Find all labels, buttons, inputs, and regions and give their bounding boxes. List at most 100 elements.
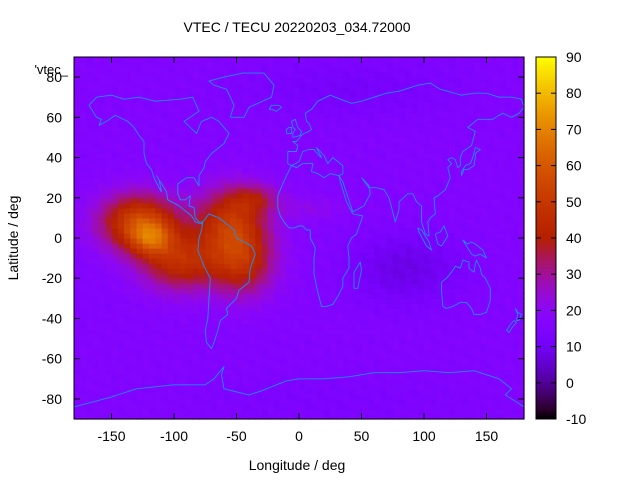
heatmap-cell [130, 212, 138, 219]
heatmap-cell [199, 358, 206, 365]
heatmap-cell [499, 127, 506, 134]
heatmap-cell [167, 243, 175, 249]
heatmap-cell [286, 197, 294, 204]
heatmap-cell [242, 127, 250, 134]
heatmap-cell [405, 273, 413, 279]
heatmap-cell [211, 273, 219, 279]
heatmap-cell [211, 268, 219, 274]
heatmap-cell [324, 57, 331, 63]
heatmap-cell [480, 318, 488, 325]
heatmap-cell [255, 238, 263, 244]
heatmap-cell [117, 258, 125, 264]
heatmap-cell [324, 293, 331, 299]
heatmap-cell [442, 288, 450, 294]
heatmap-cell [117, 253, 125, 259]
heatmap-cell [299, 353, 306, 360]
heatmap-cell [124, 368, 131, 375]
heatmap-cell [236, 263, 244, 269]
heatmap-cell [417, 182, 425, 189]
heatmap-cell [161, 338, 169, 345]
heatmap-cell [411, 413, 419, 420]
heatmap-cell [299, 318, 306, 325]
heatmap-cell [324, 343, 331, 350]
heatmap-cell [461, 157, 469, 164]
heatmap-cell [261, 403, 269, 410]
heatmap-cell [499, 102, 506, 108]
heatmap-cell [155, 87, 163, 93]
heatmap-cell [211, 162, 219, 169]
heatmap-cell [299, 348, 306, 355]
heatmap-cell [124, 338, 131, 345]
heatmap-cell [111, 127, 119, 134]
heatmap-cell [230, 97, 238, 103]
heatmap-cell [167, 72, 175, 78]
heatmap-cell [442, 142, 450, 149]
heatmap-cell [111, 288, 119, 294]
heatmap-cell [424, 368, 431, 375]
heatmap-cell [205, 232, 213, 239]
heatmap-cell [455, 122, 463, 128]
heatmap-cell [467, 102, 475, 108]
heatmap-cell [355, 263, 363, 269]
heatmap-cell [192, 378, 200, 385]
heatmap-cell [236, 157, 244, 164]
heatmap-cell [342, 333, 350, 340]
heatmap-cell [380, 298, 388, 304]
heatmap-cell [99, 202, 106, 209]
heatmap-cell [417, 253, 425, 259]
heatmap-cell [349, 137, 356, 144]
heatmap-cell [136, 87, 144, 93]
heatmap-cell [124, 283, 131, 289]
heatmap-cell [174, 363, 181, 370]
heatmap-cell [124, 293, 131, 299]
heatmap-cell [92, 378, 100, 385]
heatmap-cell [286, 57, 294, 63]
heatmap-cell [117, 403, 125, 410]
heatmap-cell [380, 273, 388, 279]
heatmap-cell [467, 243, 475, 249]
heatmap-cell [142, 117, 150, 123]
heatmap-cell [480, 177, 488, 184]
heatmap-cell [330, 172, 338, 179]
heatmap-cell [399, 258, 406, 264]
heatmap-cell [105, 72, 113, 78]
heatmap-cell [330, 343, 338, 350]
heatmap-cell [499, 197, 506, 204]
heatmap-cell [392, 293, 400, 299]
heatmap-cell [380, 87, 388, 93]
heatmap-cell [474, 313, 481, 320]
heatmap-cell [274, 177, 281, 184]
heatmap-cell [236, 187, 244, 194]
heatmap-cell [236, 107, 244, 113]
heatmap-cell [349, 368, 356, 375]
heatmap-cell [286, 227, 294, 234]
heatmap-cell [167, 323, 175, 330]
heatmap-cell [124, 258, 131, 264]
heatmap-cell [467, 222, 475, 229]
heatmap-cell [236, 57, 244, 63]
heatmap-cell [499, 368, 506, 375]
heatmap-cell [280, 323, 288, 330]
heatmap-cell [136, 243, 144, 249]
heatmap-cell [424, 67, 431, 73]
heatmap-cell [92, 77, 100, 83]
heatmap-cell [292, 403, 300, 410]
heatmap-cell [417, 192, 425, 199]
heatmap-cell [105, 137, 113, 144]
heatmap-cell [130, 298, 138, 304]
heatmap-cell [355, 333, 363, 340]
heatmap-cell [499, 137, 506, 144]
heatmap-cell [249, 303, 256, 309]
heatmap-cell [449, 172, 456, 179]
heatmap-cell [311, 62, 319, 68]
heatmap-cell [299, 363, 306, 370]
heatmap-cell [399, 358, 406, 365]
heatmap-cell [461, 333, 469, 340]
heatmap-cell [392, 328, 400, 335]
heatmap-cell [286, 298, 294, 304]
heatmap-cell [399, 303, 406, 309]
heatmap-cell [249, 328, 256, 335]
heatmap-cell [392, 62, 400, 68]
heatmap-cell [92, 72, 100, 78]
heatmap-cell [99, 127, 106, 134]
